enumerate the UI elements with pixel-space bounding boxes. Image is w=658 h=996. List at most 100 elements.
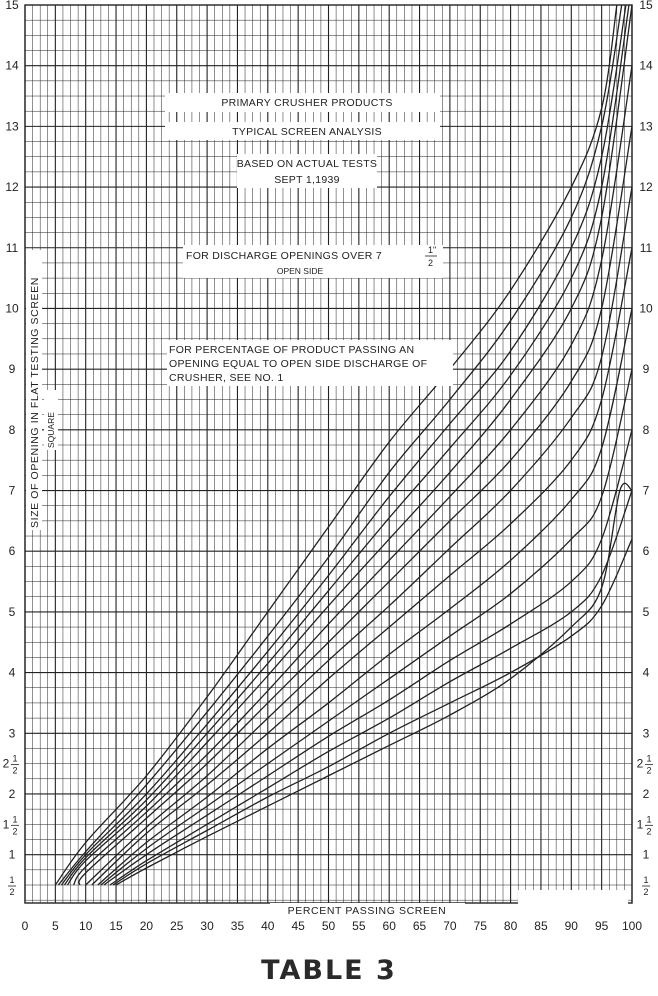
y-tick-label-left: 10 — [5, 301, 19, 315]
series-line-8 — [85, 186, 633, 886]
note-frac-num: 1" — [428, 245, 436, 255]
blank-box — [518, 890, 628, 904]
y-tick-label-left: 8 — [9, 423, 16, 437]
x-axis-label-group: PERCENT PASSING SCREEN — [270, 903, 465, 917]
x-tick-label: 30 — [200, 919, 214, 933]
x-tick-label: 20 — [140, 919, 154, 933]
x-tick-label: 40 — [261, 919, 275, 933]
series-line-2 — [57, 4, 623, 886]
note-percentage-line1: FOR PERCENTAGE OF PRODUCT PASSING AN — [169, 344, 414, 356]
y-tick-label-den-left: 2 — [12, 826, 17, 836]
x-tick-label: 25 — [170, 919, 184, 933]
y-tick-label-right: 10 — [639, 301, 653, 315]
note-based-on-actual-tests: BASED ON ACTUAL TESTS — [237, 158, 378, 170]
y-tick-label-right: 11 — [640, 241, 653, 255]
x-tick-label: 70 — [443, 919, 457, 933]
x-axis-label: PERCENT PASSING SCREEN — [288, 905, 447, 917]
y-tick-label-num-left: 1 — [12, 814, 17, 824]
y-tick-label-right: 1 — [637, 817, 644, 831]
series-line-10 — [97, 308, 633, 886]
y-tick-label-num-right: 1 — [643, 875, 648, 885]
series-line-12 — [103, 429, 633, 886]
x-tick-label: 95 — [595, 919, 609, 933]
y-tick-label-right: 13 — [639, 119, 653, 133]
note-sept-date: SEPT 1,1939 — [274, 174, 340, 186]
y-tick-label-left: 13 — [5, 119, 19, 133]
y-tick-label-left: 14 — [5, 59, 19, 73]
series-line-7 — [78, 126, 633, 886]
y-tick-label-right: 5 — [643, 605, 650, 619]
y-tick-label-right: 12 — [639, 180, 653, 194]
x-tick-label: 0 — [22, 919, 29, 933]
y-tick-label-den-left: 2 — [12, 766, 17, 776]
x-tick-label: 55 — [352, 919, 366, 933]
note-percentage-line3: CRUSHER, SEE NO. 1 — [169, 372, 284, 384]
x-tick-label: 65 — [413, 919, 427, 933]
series-line-13 — [109, 490, 633, 886]
x-tick-label: 10 — [79, 919, 93, 933]
y-tick-label-den-right: 2 — [646, 826, 651, 836]
y-tick-label-den-left: 2 — [9, 887, 14, 897]
series-line-15 — [115, 482, 633, 886]
series-line-3 — [60, 4, 627, 886]
chart-series — [54, 4, 633, 886]
y-tick-label-left: 12 — [5, 180, 19, 194]
series-line-1 — [54, 4, 618, 886]
y-tick-label-num-right: 1 — [646, 814, 651, 824]
y-tick-label-left: 6 — [9, 544, 16, 558]
y-tick-label-left: 15 — [5, 0, 19, 12]
y-axis-label: SIZE OF OPENING IN FLAT TESTING SCREEN — [29, 277, 41, 528]
y-tick-label-left: 11 — [6, 241, 19, 255]
y-tick-label-right: 4 — [643, 666, 650, 680]
note-typical-screen-analysis: TYPICAL SCREEN ANALYSIS — [232, 126, 382, 138]
y-tick-label-num-left: 1 — [12, 754, 17, 764]
series-line-5 — [66, 4, 633, 886]
note-open-side: OPEN SIDE — [277, 266, 324, 276]
note-primary-crusher-products: PRIMARY CRUSHER PRODUCTS — [221, 97, 392, 109]
y-tick-label-left: 4 — [9, 666, 16, 680]
series-line-11 — [100, 368, 633, 886]
y-tick-label-left: 5 — [9, 605, 16, 619]
y-tick-label-right: 14 — [639, 59, 653, 73]
y-tick-label-right: 2 — [643, 787, 650, 801]
note-discharge-openings: FOR DISCHARGE OPENINGS OVER 7 — [186, 250, 382, 262]
y-tick-label-den-right: 2 — [646, 766, 651, 776]
x-tick-label: 15 — [109, 919, 123, 933]
series-line-4 — [63, 4, 630, 886]
y-tick-label-left: 3 — [9, 726, 16, 740]
y-tick-label-den-right: 2 — [643, 887, 648, 897]
note-frac-den: 2 — [428, 258, 433, 268]
y-tick-label-right: 6 — [643, 544, 650, 558]
y-tick-label-right: 9 — [643, 362, 650, 376]
x-tick-label: 85 — [534, 919, 548, 933]
series-line-14 — [112, 538, 633, 886]
x-tick-labels: 0 5 10 15 20 25 30 35 40 45 50 55 60 65 70 75 80 85 90 95 10… — [22, 919, 643, 933]
y-tick-label-num-right: 1 — [646, 754, 651, 764]
x-tick-label: 45 — [291, 919, 305, 933]
y-tick-label-num-left: 1 — [9, 875, 14, 885]
x-tick-label: 75 — [474, 919, 488, 933]
x-tick-label: 100 — [622, 919, 642, 933]
x-tick-label: 80 — [504, 919, 518, 933]
note-percentage-line2: OPENING EQUAL TO OPEN SIDE DISCHARGE OF — [169, 358, 427, 370]
y-axis-label-group: SIZE OF OPENING IN FLAT TESTING SCREEN S… — [26, 250, 58, 530]
y-tick-label-left: 1 — [3, 817, 10, 831]
y-axis-sublabel: SQUARE — [46, 412, 56, 448]
series-line-9 — [91, 247, 633, 886]
series-line-6 — [72, 65, 633, 886]
y-tick-label-left: 1 — [9, 848, 16, 862]
x-tick-label: 35 — [231, 919, 245, 933]
y-tick-label-right: 8 — [643, 423, 650, 437]
y-tick-label-right: 2 — [637, 757, 644, 771]
y-tick-label-left: 7 — [9, 484, 16, 498]
y-tick-label-right: 7 — [643, 484, 650, 498]
table-title: TABLE 3 — [261, 955, 397, 986]
x-tick-label: 50 — [322, 919, 336, 933]
y-tick-label-left: 9 — [9, 362, 16, 376]
y-tick-label-right: 15 — [639, 0, 653, 12]
title-notes: PRIMARY CRUSHER PRODUCTS TYPICAL SCREEN … — [165, 93, 453, 386]
x-tick-label: 90 — [565, 919, 579, 933]
x-tick-label: 5 — [52, 919, 59, 933]
